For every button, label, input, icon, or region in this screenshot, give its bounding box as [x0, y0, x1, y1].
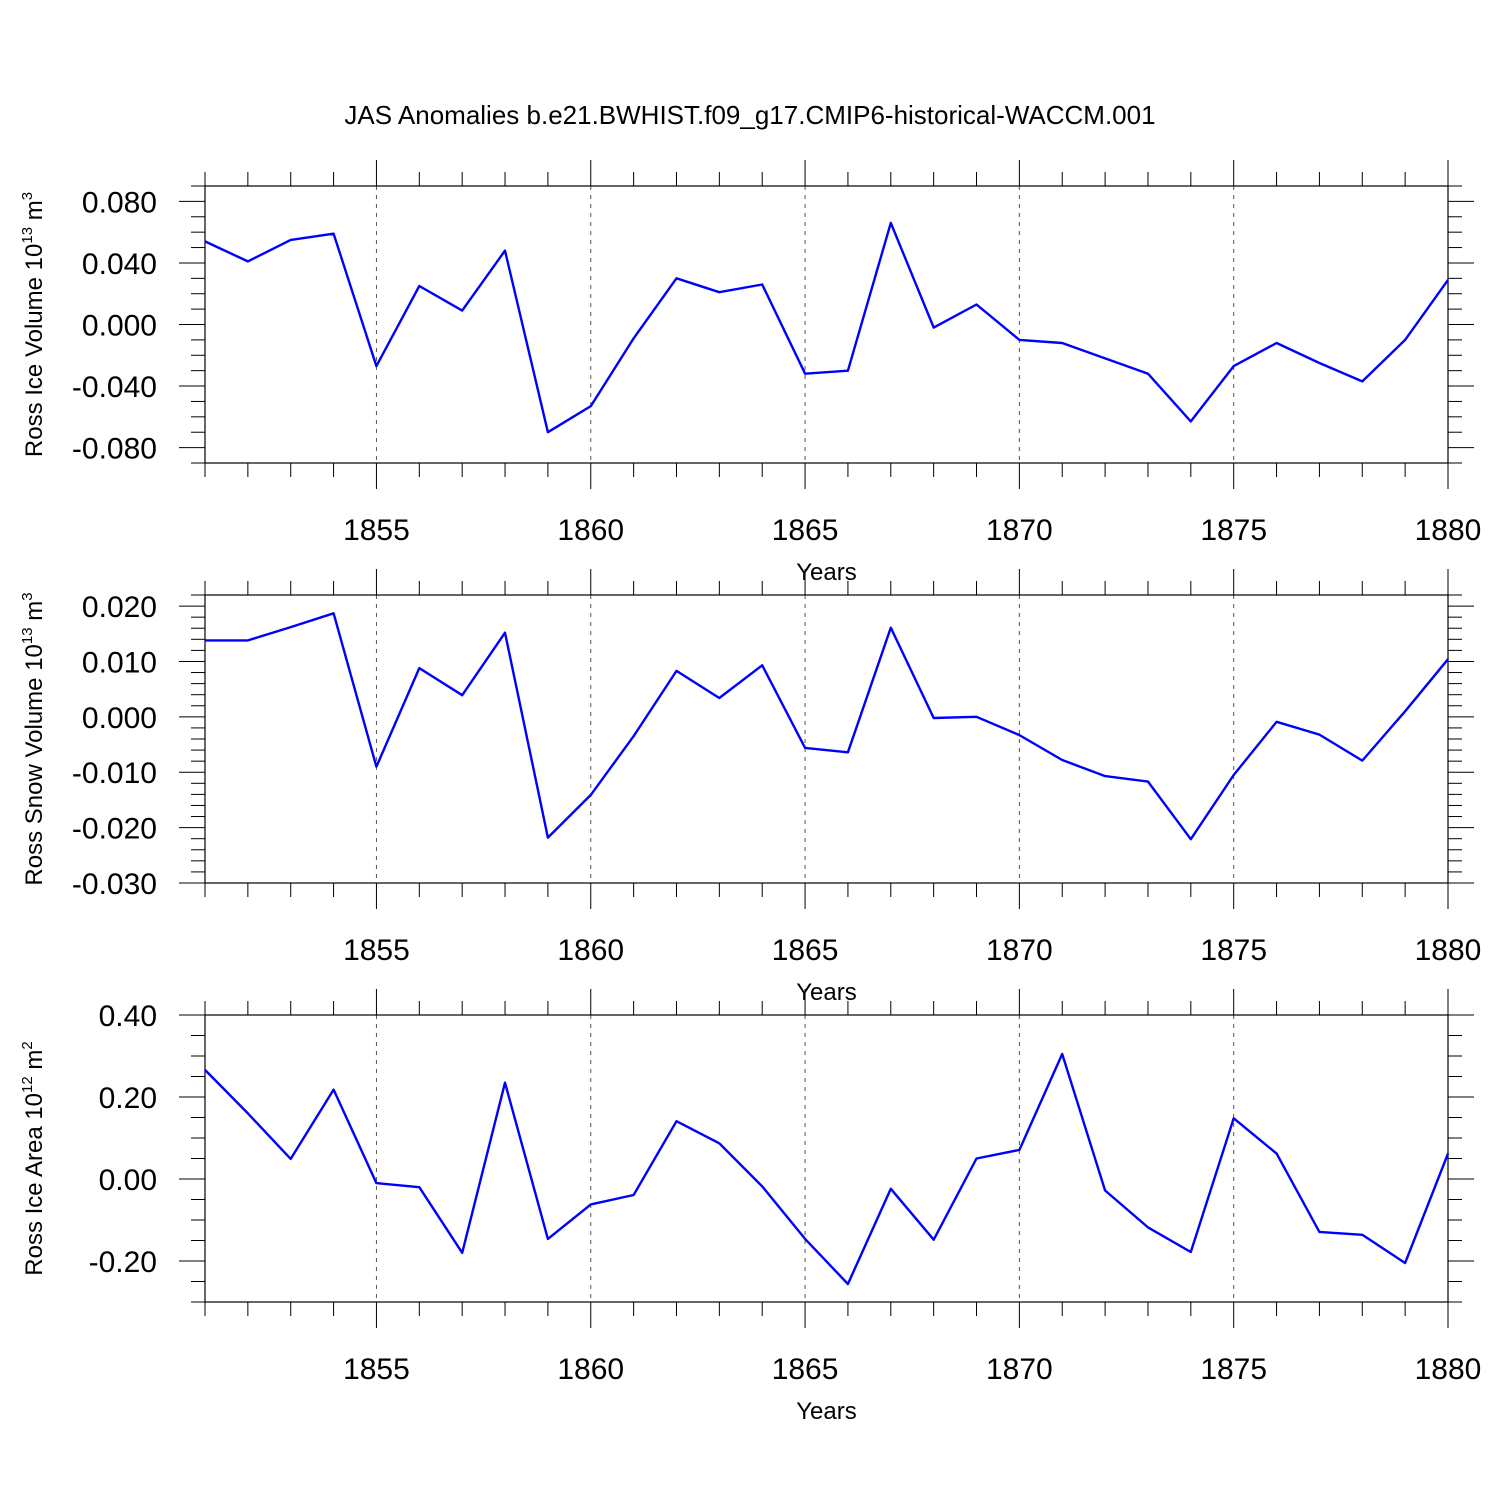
y-tick-label: -0.030: [72, 868, 157, 901]
x-tick-label: 1860: [557, 1353, 624, 1386]
x-tick-label: 1865: [772, 514, 839, 547]
chart-panel-3: 1855 1860 1865 1870 1875 1880 Years -0.20 0.00 0.…: [19, 989, 1481, 1425]
y-tick-label: -0.20: [89, 1246, 157, 1279]
x-tick-label: 1860: [557, 514, 624, 547]
plot-frame: [204, 185, 1449, 464]
x-tick-label: 1870: [986, 1353, 1053, 1386]
series-line: [205, 612, 1449, 841]
x-tick-label: 1855: [343, 514, 410, 547]
y-axis-title: Ross Ice Volume 1013 m3: [19, 192, 48, 457]
x-tick-label: 1880: [1415, 514, 1482, 547]
y-tick-label: 0.40: [99, 1000, 157, 1033]
panels: 1855 1860 1865 1870 1875 1880 Years -0.080 -0.04…: [19, 160, 1481, 1425]
x-tick-label: 1875: [1200, 934, 1267, 967]
chart-panel-2: 1855 1860 1865 1870 1875 1880 Years -0.030 -0.02…: [19, 569, 1481, 1006]
x-tick-label: 1865: [772, 934, 839, 967]
x-tick-label: 1855: [343, 934, 410, 967]
series-line: [204, 1052, 1450, 1286]
series-line: [204, 221, 1449, 434]
x-axis-title: Years: [796, 979, 857, 1006]
y-tick-label: -0.040: [72, 371, 157, 404]
y-tick-label: 0.000: [82, 310, 157, 343]
y-tick-label: -0.010: [72, 757, 157, 790]
chart-panel-1: 1855 1860 1865 1870 1875 1880 Years -0.080 -0.04…: [19, 160, 1481, 586]
y-tick-label: 0.080: [82, 186, 157, 219]
x-tick-label: 1870: [986, 934, 1053, 967]
x-axis-title: Years: [796, 1398, 857, 1425]
y-axis-title: Ross Ice Area 1012 m2: [19, 1041, 48, 1275]
y-tick-label: 0.020: [82, 591, 157, 624]
y-tick-label: -0.080: [72, 433, 157, 466]
y-tick-label: 0.000: [82, 702, 157, 735]
plot-frame: [204, 1014, 1449, 1303]
y-tick-label: 0.010: [82, 646, 157, 679]
x-tick-label: 1880: [1415, 1353, 1482, 1386]
y-tick-label: 0.00: [99, 1164, 157, 1197]
y-tick-label: 0.20: [99, 1082, 157, 1115]
x-tick-label: 1875: [1200, 514, 1267, 547]
y-tick-label: 0.040: [82, 248, 157, 281]
x-tick-label: 1855: [343, 1353, 410, 1386]
x-tick-label: 1865: [772, 1353, 839, 1386]
x-tick-label: 1875: [1200, 1353, 1267, 1386]
x-axis-title: Years: [796, 559, 857, 586]
x-tick-label: 1870: [986, 514, 1053, 547]
y-tick-label: -0.020: [72, 813, 157, 846]
y-axis-title: Ross Snow Volume 1013 m3: [19, 592, 48, 885]
x-tick-label: 1880: [1415, 934, 1482, 967]
x-tick-label: 1860: [557, 934, 624, 967]
figure-title: JAS Anomalies b.e21.BWHIST.f09_g17.CMIP6…: [344, 100, 1155, 130]
